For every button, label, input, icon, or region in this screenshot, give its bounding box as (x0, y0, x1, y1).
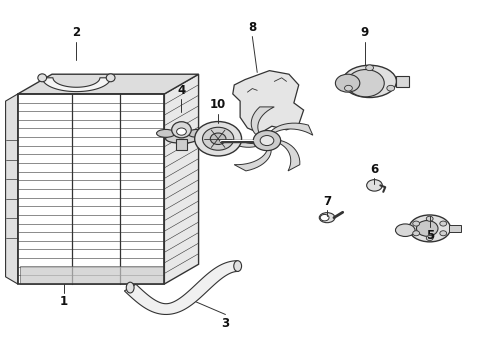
Circle shape (202, 127, 234, 150)
Circle shape (195, 122, 242, 156)
Circle shape (440, 231, 447, 236)
Circle shape (413, 221, 419, 226)
Polygon shape (233, 71, 304, 134)
Circle shape (367, 180, 382, 191)
Ellipse shape (126, 282, 134, 293)
Polygon shape (251, 107, 274, 135)
Polygon shape (234, 150, 271, 171)
Text: 8: 8 (248, 21, 256, 34)
Circle shape (413, 231, 419, 236)
Polygon shape (20, 266, 164, 284)
Circle shape (440, 221, 447, 226)
Circle shape (335, 74, 360, 92)
Ellipse shape (409, 215, 450, 242)
Polygon shape (164, 74, 198, 284)
Ellipse shape (157, 130, 175, 137)
Text: 9: 9 (361, 27, 369, 40)
Circle shape (347, 69, 384, 97)
Circle shape (253, 131, 281, 150)
Ellipse shape (166, 134, 197, 143)
Text: 5: 5 (426, 229, 434, 242)
Circle shape (176, 128, 186, 135)
Circle shape (366, 65, 373, 71)
Polygon shape (396, 76, 409, 87)
Ellipse shape (188, 130, 206, 137)
Ellipse shape (343, 65, 396, 98)
Polygon shape (18, 74, 198, 94)
Circle shape (344, 85, 352, 91)
Circle shape (260, 135, 274, 145)
Ellipse shape (38, 74, 47, 82)
Circle shape (416, 221, 438, 236)
Text: 4: 4 (177, 84, 186, 97)
Circle shape (320, 215, 329, 221)
Circle shape (387, 85, 394, 91)
Circle shape (426, 235, 433, 240)
Text: 7: 7 (323, 195, 331, 208)
Ellipse shape (395, 224, 415, 237)
Ellipse shape (172, 122, 191, 138)
Polygon shape (42, 78, 111, 91)
Polygon shape (124, 261, 238, 315)
Text: 10: 10 (210, 98, 226, 111)
Polygon shape (5, 94, 18, 284)
Circle shape (210, 133, 226, 144)
Polygon shape (280, 140, 300, 171)
Text: 3: 3 (221, 317, 229, 330)
Ellipse shape (319, 213, 335, 223)
Ellipse shape (234, 261, 242, 271)
Polygon shape (271, 123, 313, 135)
Polygon shape (221, 125, 256, 147)
Ellipse shape (106, 74, 115, 82)
Text: 6: 6 (370, 163, 379, 176)
Circle shape (426, 216, 433, 221)
Text: 1: 1 (60, 296, 68, 309)
Bar (175, 139, 187, 149)
Polygon shape (449, 225, 462, 232)
Text: 2: 2 (73, 27, 80, 40)
